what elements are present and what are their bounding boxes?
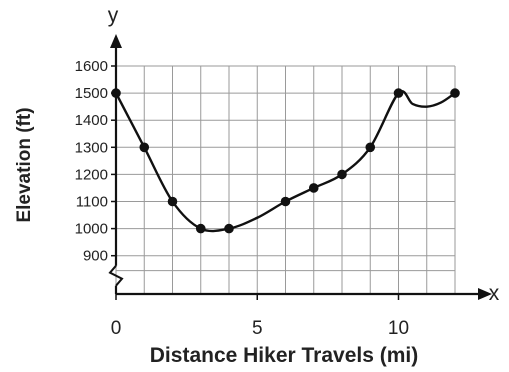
y-tick-label: 1100 xyxy=(76,194,108,211)
y-axis-arrow xyxy=(110,34,122,48)
x-tick-label: 0 xyxy=(111,318,122,339)
data-point xyxy=(111,88,121,98)
grid xyxy=(115,65,456,295)
x-axis-arrow xyxy=(478,288,492,300)
y-axis-break xyxy=(108,265,124,287)
data-point xyxy=(450,88,460,98)
x-tick-labels: 0 5 10 xyxy=(111,294,409,339)
y-tick-label: 1400 xyxy=(75,112,108,129)
y-tick-label: 1600 xyxy=(75,58,108,75)
series-elevation xyxy=(111,88,460,234)
data-point xyxy=(308,183,319,193)
y-tick-label: 1300 xyxy=(75,139,108,156)
y-tick-labels: 900 1000 1100 1200 1300 1400 1500 1600 xyxy=(75,58,116,265)
data-point xyxy=(139,142,150,153)
y-axis-letter: y xyxy=(108,4,119,27)
data-point xyxy=(337,169,347,180)
axes xyxy=(108,34,492,300)
y-tick-label: 1000 xyxy=(75,221,108,238)
data-point xyxy=(365,142,376,153)
data-point xyxy=(280,196,291,207)
x-axis-letter: x xyxy=(489,282,500,305)
y-tick-label: 900 xyxy=(83,248,108,265)
y-axis-label: Elevation (ft) xyxy=(14,107,35,222)
data-point xyxy=(167,196,178,207)
y-tick-label: 1200 xyxy=(75,166,108,183)
data-point xyxy=(224,223,234,234)
x-tick-label: 10 xyxy=(388,318,409,339)
data-point xyxy=(195,223,206,234)
x-axis-label: Distance Hiker Travels (mi) xyxy=(150,344,418,367)
y-tick-label: 1500 xyxy=(75,85,108,102)
x-tick-label: 5 xyxy=(252,318,263,339)
data-point xyxy=(393,88,404,98)
